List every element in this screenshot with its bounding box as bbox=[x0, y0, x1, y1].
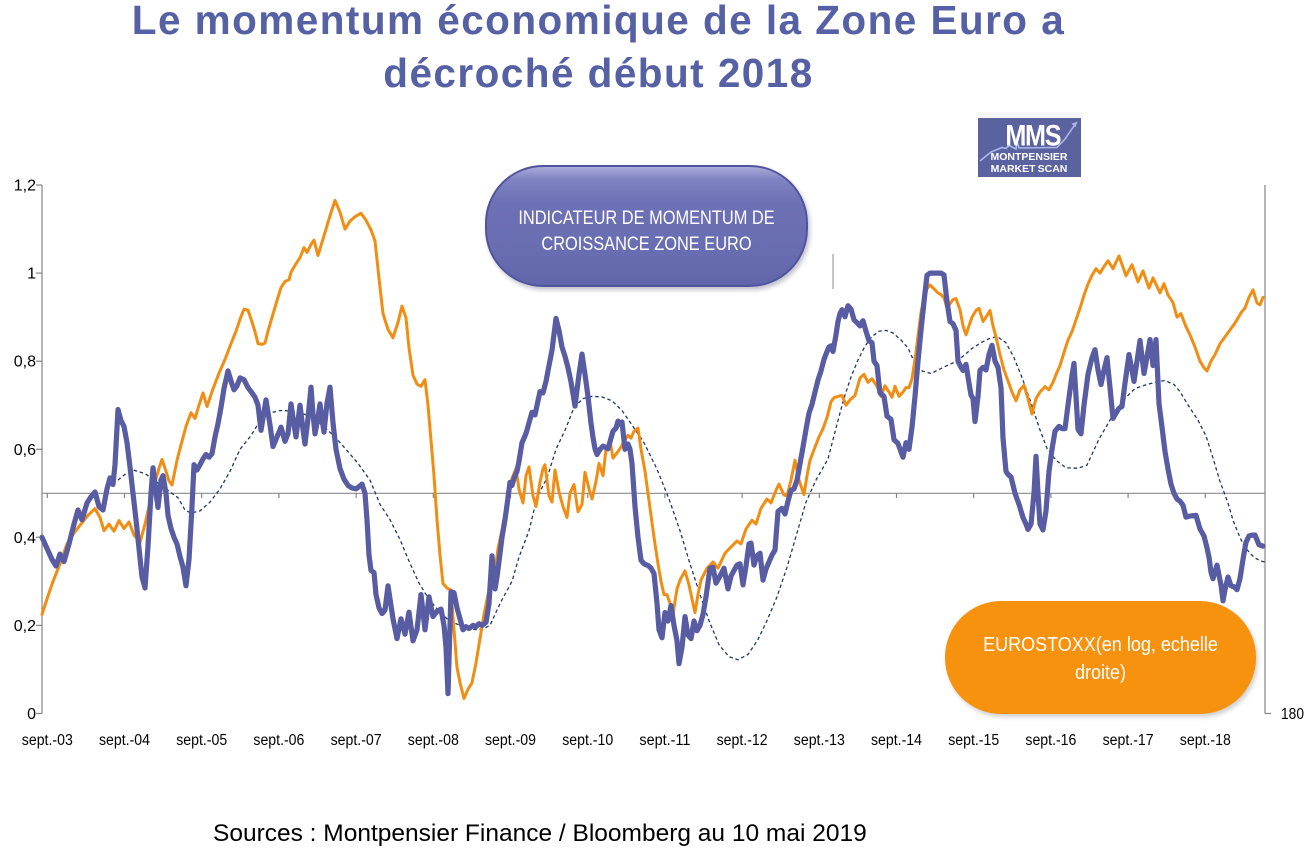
svg-text:MONTPENSIER: MONTPENSIER bbox=[990, 151, 1067, 163]
svg-text:sept.-16: sept.-16 bbox=[1025, 732, 1076, 749]
svg-text:sept.-03: sept.-03 bbox=[22, 732, 73, 749]
svg-text:sept.-11: sept.-11 bbox=[639, 732, 690, 749]
svg-text:sept.-12: sept.-12 bbox=[717, 732, 768, 749]
svg-text:0,8: 0,8 bbox=[14, 354, 36, 371]
svg-text:sept.-15: sept.-15 bbox=[948, 732, 999, 749]
svg-text:sept.-18: sept.-18 bbox=[1180, 732, 1231, 749]
svg-text:sept.-10: sept.-10 bbox=[562, 732, 613, 749]
svg-text:sept.-09: sept.-09 bbox=[485, 732, 536, 749]
svg-text:sept.-06: sept.-06 bbox=[253, 732, 304, 749]
svg-text:1,2: 1,2 bbox=[14, 178, 36, 195]
svg-text:0,2: 0,2 bbox=[14, 618, 36, 635]
svg-text:0: 0 bbox=[27, 706, 36, 723]
svg-text:MARKET SCAN: MARKET SCAN bbox=[991, 163, 1068, 175]
svg-text:sept.-07: sept.-07 bbox=[331, 732, 382, 749]
svg-text:sept.-04: sept.-04 bbox=[99, 732, 150, 749]
svg-text:sept.-14: sept.-14 bbox=[871, 732, 922, 749]
svg-text:1: 1 bbox=[27, 266, 36, 283]
svg-text:sept.-13: sept.-13 bbox=[794, 732, 845, 749]
svg-text:sept.-08: sept.-08 bbox=[408, 732, 459, 749]
svg-text:MMS: MMS bbox=[1005, 118, 1061, 152]
svg-text:180: 180 bbox=[1281, 706, 1304, 723]
svg-text:0,4: 0,4 bbox=[14, 530, 36, 547]
svg-text:sept.-05: sept.-05 bbox=[176, 732, 227, 749]
svg-text:0,6: 0,6 bbox=[14, 442, 36, 459]
svg-text:sept.-17: sept.-17 bbox=[1103, 732, 1154, 749]
